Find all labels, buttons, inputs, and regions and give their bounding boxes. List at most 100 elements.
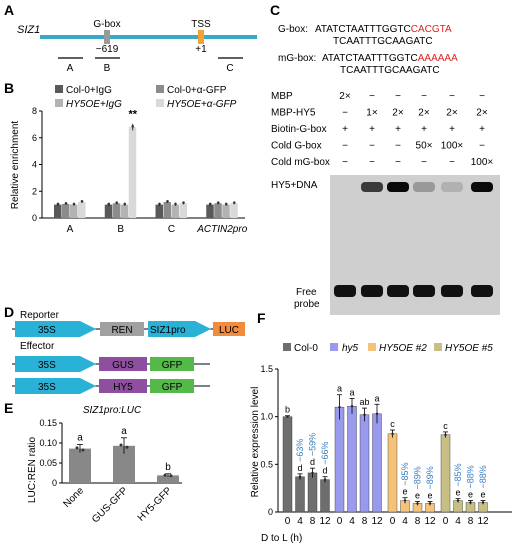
gbox-marker bbox=[104, 30, 110, 44]
y-tick-label-f: 1.5 bbox=[260, 364, 273, 374]
significance-letter-f: ab bbox=[359, 397, 369, 407]
x-tick-label-f: 8 bbox=[468, 516, 474, 527]
emsa-cell: − bbox=[421, 157, 427, 168]
free-probe-band bbox=[387, 285, 409, 297]
legend-swatch-hy5oe-gfp bbox=[156, 99, 164, 107]
y-tick-label-b: 8 bbox=[32, 106, 37, 116]
effector1-gus-label: GUS bbox=[112, 360, 134, 371]
significance-letter-f: d bbox=[310, 457, 315, 467]
effector1-gfp-box bbox=[150, 357, 194, 371]
reporter-35s-label: 35S bbox=[38, 325, 56, 336]
bar-f bbox=[334, 406, 345, 513]
legend-swatch-col0-igg bbox=[55, 85, 63, 93]
panel-letter-e: E bbox=[4, 400, 13, 416]
chart-e-title: SIZ1pro:LUC bbox=[83, 405, 142, 416]
effector2-gfp-label: GFP bbox=[162, 382, 183, 393]
significance-mark-b: ** bbox=[128, 109, 137, 121]
legend-hy5oe-igg: HY5OE+IgG bbox=[66, 99, 122, 110]
emsa-cell: 2× bbox=[392, 108, 404, 119]
percent-change-f: −88% bbox=[466, 465, 476, 488]
significance-letter-f: d bbox=[322, 466, 327, 476]
percent-change-f: −59% bbox=[308, 433, 318, 456]
legend-swatch-col0-gfp bbox=[156, 85, 164, 93]
free-probe-band bbox=[413, 285, 435, 297]
significance-letter-f: e bbox=[402, 487, 407, 497]
reporter-siz1pro-arrow bbox=[148, 321, 211, 337]
data-point-f bbox=[428, 502, 432, 505]
emsa-cell: − bbox=[395, 141, 401, 152]
effector-label: Effector bbox=[20, 341, 55, 352]
x-tick-label-f: 0 bbox=[285, 516, 291, 527]
free-probe-label-1: Free bbox=[296, 287, 317, 298]
free-probe-band bbox=[334, 285, 356, 297]
effector1-gus-box bbox=[99, 357, 147, 371]
emsa-cell: 100× bbox=[471, 157, 494, 168]
effector2-gfp-box bbox=[150, 379, 194, 393]
effector2-35s-label: 35S bbox=[38, 382, 56, 393]
data-point-b bbox=[182, 201, 185, 204]
x-tick-label-e: HY5-GFP bbox=[136, 485, 175, 524]
x-tick-label-e: GUS-GFP bbox=[90, 485, 130, 525]
data-point-e bbox=[75, 446, 79, 450]
legend-col0-igg: Col-0+IgG bbox=[66, 85, 112, 96]
emsa-table: MBP 2× − − − − − MBP-HY5 − 1× 2× 2× 2× 2× Biotin-G-box… bbox=[271, 91, 493, 168]
y-tick-label-e: 0 bbox=[52, 478, 57, 488]
x-tick-label-f: 12 bbox=[371, 516, 383, 527]
legend-f-swatch-hy5oe5 bbox=[434, 343, 442, 351]
legend-swatch-hy5oe-igg bbox=[55, 99, 63, 107]
data-point-b bbox=[158, 202, 161, 206]
data-point-e bbox=[125, 445, 129, 449]
gbox-label: G-box bbox=[93, 19, 120, 30]
data-point-f bbox=[311, 471, 314, 475]
panel-letter-c: C bbox=[270, 2, 280, 18]
emsa-cell: + bbox=[395, 124, 401, 135]
significance-letter-f: e bbox=[480, 490, 485, 500]
data-point-b bbox=[80, 199, 84, 203]
data-point-e bbox=[119, 443, 123, 447]
bar-b bbox=[206, 204, 214, 218]
emsa-cell: − bbox=[342, 141, 348, 152]
shifted-band bbox=[361, 182, 383, 192]
y-tick-label-b: 6 bbox=[32, 133, 37, 143]
y-tick-label-f: 0 bbox=[268, 507, 273, 517]
bar-f bbox=[359, 414, 370, 513]
legend-f-col0: Col-0 bbox=[294, 343, 318, 354]
significance-letter-f: a bbox=[349, 388, 354, 398]
emsa-cell: − bbox=[342, 108, 348, 119]
x-tick-label-f: 8 bbox=[415, 516, 421, 527]
panel-letter-b: B bbox=[4, 80, 14, 96]
bar-b bbox=[163, 201, 171, 218]
emsa-cell: + bbox=[342, 124, 348, 135]
bar-b bbox=[54, 204, 62, 218]
x-tick-label-e: None bbox=[61, 485, 86, 510]
bar-b bbox=[171, 204, 179, 218]
bar-f bbox=[440, 434, 451, 513]
chart-f: 00.51.01.5b0d4−63%d8−59%d12−66%a0a4ab8a1… bbox=[260, 364, 512, 527]
data-point-f bbox=[350, 404, 354, 408]
significance-letter-f: e bbox=[455, 488, 460, 498]
x-tick-label-f: 8 bbox=[362, 516, 368, 527]
reporter-siz1pro-label: SIZ1pro bbox=[150, 325, 186, 336]
significance-letter-f: e bbox=[415, 491, 420, 501]
emsa-cell: − bbox=[421, 91, 427, 102]
emsa-cell: 50× bbox=[416, 141, 433, 152]
reporter-luc-label: LUC bbox=[219, 325, 239, 336]
significance-letter-f: e bbox=[468, 490, 473, 500]
bar-b bbox=[104, 204, 113, 218]
x-tick-label-f: 0 bbox=[443, 516, 449, 527]
y-tick-label-f: 1.0 bbox=[260, 412, 273, 422]
bar-b bbox=[112, 203, 121, 218]
y-tick-label-e: 0.05 bbox=[39, 458, 57, 468]
reporter-label: Reporter bbox=[20, 310, 60, 321]
emsa-cell: − bbox=[479, 91, 485, 102]
region-a-label: A bbox=[67, 63, 74, 74]
xlabel-f: D to L (h) bbox=[261, 533, 302, 544]
y-tick-label-b: 2 bbox=[32, 186, 37, 196]
bar-f bbox=[307, 472, 318, 513]
percent-change-f: −85% bbox=[453, 463, 463, 486]
bar-b bbox=[78, 201, 86, 218]
data-point-b bbox=[216, 201, 220, 204]
tss-label: TSS bbox=[191, 19, 211, 30]
bar-b bbox=[214, 203, 222, 218]
bar-e bbox=[157, 475, 179, 483]
